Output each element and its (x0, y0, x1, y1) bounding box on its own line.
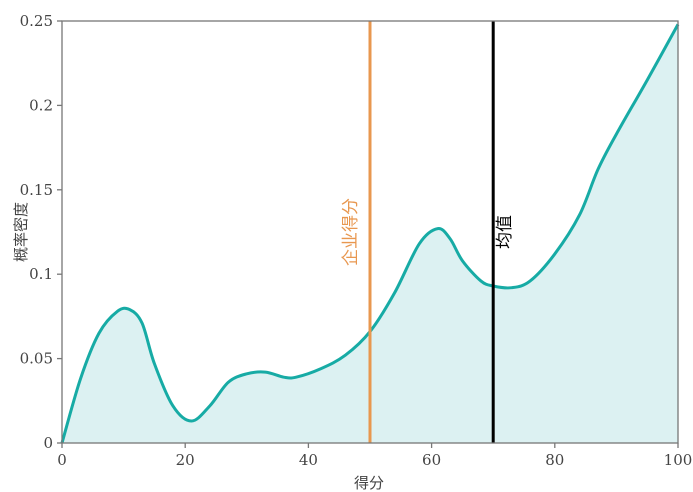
annotation-label-0: 企业得分 (341, 198, 361, 266)
x-tick-label-4: 80 (545, 451, 564, 469)
y-tick-label-5: 0.25 (20, 12, 53, 30)
y-axis-title: 概率密度 (12, 202, 30, 262)
y-tick-label-4: 0.2 (29, 96, 53, 114)
annotation-label-1: 均值 (495, 215, 515, 249)
x-tick-label-5: 100 (664, 451, 693, 469)
x-tick-label-1: 20 (176, 451, 195, 469)
plot-frame (61, 20, 679, 444)
y-tick-label-3: 0.15 (20, 181, 53, 199)
density-curve-0 (60, 23, 680, 444)
x-axis-title: 得分 (354, 474, 384, 492)
x-tick-label-0: 0 (57, 451, 67, 469)
y-tick-label-2: 0.1 (29, 265, 53, 283)
plot-area: 企业得分 均值 0 20 40 60 80 100 0 0.05 0.1 0.15 0.2 0.25 (20, 12, 693, 469)
x-tick-label-2: 40 (299, 451, 318, 469)
density-area-fill-0 (62, 24, 678, 443)
y-tick-label-0: 0 (43, 434, 53, 452)
y-tick-label-1: 0.05 (20, 350, 53, 368)
x-tick-label-3: 60 (422, 451, 441, 469)
